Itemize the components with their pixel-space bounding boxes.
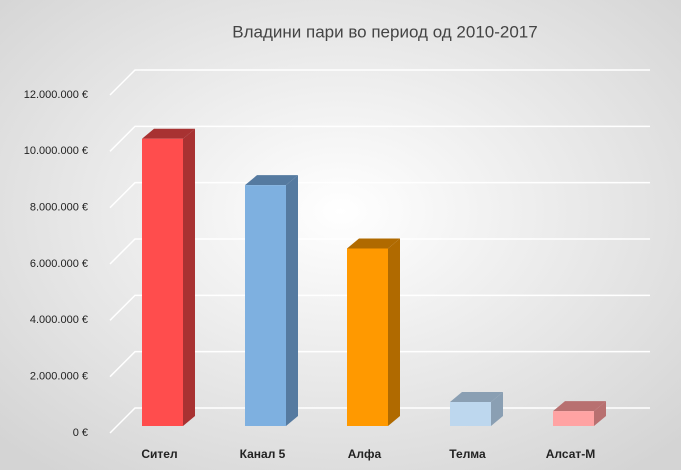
y-tick-label: 0 € [73,427,88,439]
bar [347,238,400,426]
y-tick-label: 12.000.000 € [24,89,88,101]
bar-face [347,238,400,249]
bar-face [553,401,606,412]
bar-face [553,411,594,426]
bar-face [450,402,491,426]
grid-line [109,238,650,265]
bar-face [594,401,606,426]
chart-title: Владини пари во период од 2010-2017 [232,22,537,41]
grid-line [109,181,650,209]
grid-line [109,294,650,321]
grid-line [109,125,650,152]
bar [245,175,298,426]
x-tick-label: Алфа [348,447,382,461]
grid-line [109,350,650,378]
y-tick-label: 4.000.000 € [30,314,88,326]
bar-face [245,185,286,426]
bar-face [142,128,195,139]
y-tick-label: 8.000.000 € [30,202,88,214]
x-tick-label: Канал 5 [240,447,286,461]
x-tick-label: Алсат-М [546,447,596,461]
bar-face [347,248,388,426]
bar-face [142,138,183,426]
bar [450,392,503,426]
y-tick-label: 6.000.000 € [30,258,88,270]
bar-face [491,392,503,426]
y-tick-label: 10.000.000 € [24,145,88,157]
bar-face [450,392,503,403]
bar-face [183,128,195,426]
x-tick-label: Телма [449,447,486,461]
bar-face [245,175,298,186]
y-tick-label: 2.000.000 € [30,371,88,383]
bar-face [388,238,400,426]
grid-line [109,69,650,96]
bar-face [286,175,298,426]
bar [553,401,606,426]
x-tick-label: Сител [141,447,177,461]
bar [142,128,195,426]
